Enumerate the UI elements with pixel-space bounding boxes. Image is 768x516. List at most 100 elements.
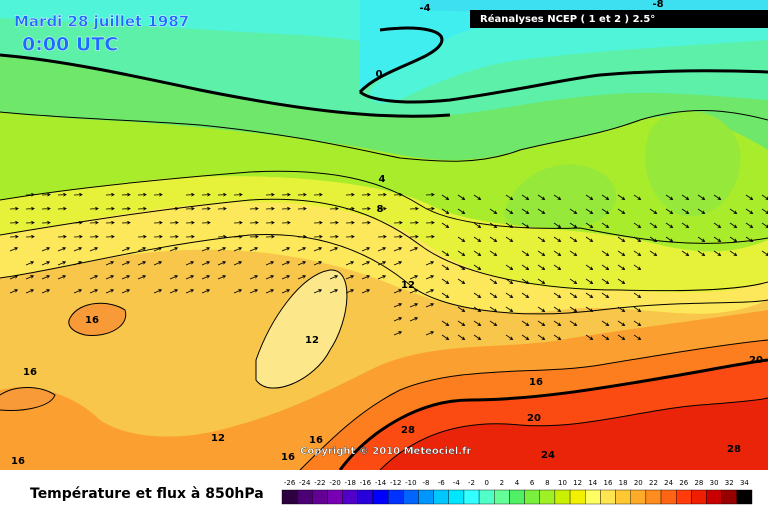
wind-arrow [649, 236, 658, 242]
wind-arrow [89, 206, 99, 211]
wind-arrow [489, 222, 498, 228]
wind-arrow [473, 236, 482, 242]
wind-arrow [217, 206, 227, 211]
wind-arrow [521, 250, 530, 256]
wind-arrow [377, 234, 387, 239]
legend-tick-label: 16 [604, 479, 613, 487]
legend-tick-label: -12 [390, 479, 401, 487]
wind-arrow [633, 306, 642, 312]
wind-arrow [745, 208, 754, 214]
legend-tick-label: 4 [515, 479, 520, 487]
wind-arrow [329, 234, 339, 239]
wind-arrow [89, 247, 99, 252]
contour-label: 16 [85, 315, 99, 326]
wind-arrow [153, 289, 163, 294]
wind-arrow [105, 275, 115, 280]
wind-arrow [633, 194, 642, 200]
wind-arrow [473, 264, 482, 270]
wind-arrow [41, 220, 51, 225]
wind-arrow [537, 236, 546, 242]
wind-arrow [297, 206, 307, 211]
title-block: Mardi 28 juillet 1987 0:00 UTC Réanalyse… [14, 10, 768, 56]
wind-arrow [601, 320, 610, 326]
source: Réanalyses NCEP ( 1 et 2 ) 2.5° [480, 13, 655, 25]
wind-arrow [441, 222, 450, 228]
wind-arrow [489, 306, 498, 312]
legend-tick-label: -4 [453, 479, 461, 487]
wind-arrow [585, 236, 594, 242]
wind-arrow [57, 234, 67, 239]
wind-arrow [137, 261, 147, 266]
wind-arrow [345, 220, 355, 225]
wind-arrow [569, 208, 578, 214]
wind-arrow [521, 208, 530, 214]
wind-arrow [425, 234, 435, 239]
wind-arrow [361, 247, 371, 252]
legend-tick-label: 20 [634, 479, 643, 487]
wind-arrow [137, 192, 147, 197]
wind-arrow [89, 275, 99, 280]
wind-arrow [617, 306, 626, 312]
legend-tick-label: -18 [345, 479, 356, 487]
legend-swatch [463, 489, 480, 505]
wind-arrow [601, 264, 610, 270]
wind-arrow [361, 289, 371, 294]
wind-arrow [569, 278, 578, 284]
wind-arrow [329, 206, 339, 211]
wind-arrow [313, 261, 323, 266]
wind-arrow [73, 247, 83, 252]
wind-arrow [745, 194, 754, 200]
wind-arrow [409, 275, 419, 280]
wind-arrow [297, 247, 307, 252]
wind-arrow [457, 306, 466, 312]
copyright: Copyright © 2010 Meteociel.fr [300, 446, 471, 457]
contours [0, 26, 768, 471]
wind-arrow [457, 320, 466, 326]
wind-arrow [313, 247, 323, 252]
wind-arrow [409, 317, 419, 322]
wind-arrow [265, 234, 275, 239]
wind-arrow [249, 220, 259, 225]
wind-arrow [409, 220, 419, 225]
wind-arrow [121, 220, 131, 225]
wind-arrow [409, 247, 419, 252]
wind-arrow [505, 292, 514, 298]
color-legend: -26 -24 -22 -20 -18 -16 -14 -12 -10 -8 -6 -4 -2 0 2 4 6 8… [281, 479, 753, 505]
wind-arrow [537, 264, 546, 270]
wind-arrow [633, 250, 642, 256]
wind-arrow [441, 292, 450, 298]
wind-arrow [617, 194, 626, 200]
wind-arrow [313, 220, 323, 225]
wind-arrow [169, 247, 179, 252]
legend-tick-label: 34 [740, 479, 749, 487]
wind-arrow [601, 278, 610, 284]
wind-arrow [521, 320, 530, 326]
wind-arrow [89, 234, 99, 239]
legend-swatch [281, 489, 298, 505]
contour-label: -8 [652, 0, 663, 10]
wind-arrow [121, 192, 131, 197]
wind-arrow [569, 250, 578, 256]
legend-swatch [539, 489, 556, 505]
wind-arrow [425, 275, 435, 280]
wind-arrow [393, 317, 403, 322]
wind-arrow [649, 222, 658, 228]
legend-swatch [630, 489, 647, 505]
wind-arrow [121, 206, 131, 211]
contour-label: 16 [309, 435, 323, 446]
wind-arrow [473, 334, 482, 340]
wind-arrow [89, 220, 99, 225]
wind-arrow [441, 334, 450, 340]
wind-arrow [121, 289, 131, 294]
wind-arrow [713, 250, 722, 256]
wind-arrow [505, 236, 514, 242]
wind-arrow [441, 194, 450, 200]
contour-label: 20 [749, 355, 763, 366]
wind-arrow [185, 220, 195, 225]
wind-arrow [569, 292, 578, 298]
wind-arrow [297, 261, 307, 266]
wind-arrow [25, 192, 35, 197]
wind-arrow [185, 261, 195, 266]
wind-arrow [201, 192, 211, 197]
legend-swatch [448, 489, 465, 505]
